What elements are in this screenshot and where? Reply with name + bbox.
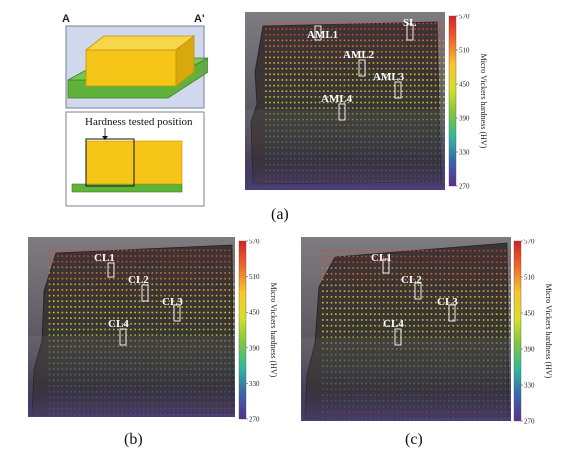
tested-region-box xyxy=(85,138,135,187)
colorbar-tick: 390 xyxy=(459,115,470,123)
colorbar-tick: 330 xyxy=(524,382,535,390)
point-marker-aml4 xyxy=(338,103,346,121)
point-label-cl4: CL4 xyxy=(383,318,404,330)
point-label-sl: SL xyxy=(403,17,416,29)
point-marker-cl1 xyxy=(107,262,115,278)
colorbar-title: Micro Vickers hardness (HV) xyxy=(269,283,278,378)
point-label-aml3: AML3 xyxy=(373,71,405,83)
corner-label-a-prime: A' xyxy=(194,13,205,25)
colorbar-tick: 570 xyxy=(249,239,260,246)
point-label-aml4: AML4 xyxy=(321,93,353,105)
point-marker-cl4 xyxy=(394,328,402,346)
colorbar-tick: 450 xyxy=(249,309,260,317)
colorbar-b: 570 510 450 390 330 270 Micro Vickers hardness… xyxy=(238,239,278,424)
point-marker-cl3 xyxy=(448,304,456,322)
panel-label-a: (a) xyxy=(271,206,289,223)
point-label-cl1: CL1 xyxy=(94,252,115,264)
colorbar-tick: 510 xyxy=(459,47,470,55)
point-label-cl2: CL2 xyxy=(401,274,422,286)
panel-label-b: (b) xyxy=(124,431,143,448)
schematic-diagram: A A' Hardness tested position xyxy=(62,13,208,207)
colorbar-tick: 450 xyxy=(459,81,470,89)
colorbar-gradient xyxy=(448,15,457,187)
colorbar-tick: 450 xyxy=(524,310,535,318)
colorbar-title: Micro Vickers hardness (HV) xyxy=(544,284,553,379)
hardness-position-caption: Hardness tested position xyxy=(85,116,193,128)
point-label-cl1: CL1 xyxy=(371,252,392,264)
point-marker-cl2 xyxy=(414,282,422,300)
hardness-map-c: CL1 CL2 CL3 CL4 xyxy=(301,237,511,421)
deposit-block-top xyxy=(84,35,196,51)
point-marker-cl2 xyxy=(141,284,149,302)
colorbar-tick: 510 xyxy=(249,273,260,281)
hardness-map-a: AML1 SL AML2 AML3 AML4 xyxy=(245,12,445,190)
corner-label-a: A xyxy=(62,13,70,25)
colorbar-tick: 330 xyxy=(249,380,260,388)
colorbar-tick: 270 xyxy=(524,418,535,426)
colorbar-tick: 510 xyxy=(524,274,535,282)
deposit-block-front xyxy=(85,49,177,87)
point-marker-sl xyxy=(406,23,414,41)
point-label-aml2: AML2 xyxy=(343,49,375,61)
colorbar-title: Micro Vickers hardness (HV) xyxy=(479,54,488,149)
hardness-map-b: CL1 CL2 CL3 CL4 xyxy=(28,237,235,417)
panel-label-c: (c) xyxy=(405,431,423,448)
colorbar-tick: 390 xyxy=(249,344,260,352)
colorbar-tick: 270 xyxy=(459,183,470,191)
colorbar-tick: 330 xyxy=(459,149,470,157)
colorbar-gradient xyxy=(238,240,247,420)
colorbar-c: 570 510 450 390 330 270 Micro Vickers hardness… xyxy=(513,239,553,426)
point-marker-cl1 xyxy=(382,258,390,274)
point-label-cl3: CL3 xyxy=(162,296,183,308)
colorbar-a: 570 510 450 390 330 270 Micro Vickers hardness… xyxy=(448,14,488,191)
colorbar-tick: 390 xyxy=(524,346,535,354)
point-marker-cl3 xyxy=(173,304,181,322)
point-label-cl4: CL4 xyxy=(108,318,129,330)
colorbar-tick: 270 xyxy=(249,416,260,424)
cross-section-plate xyxy=(71,183,183,193)
point-marker-aml3 xyxy=(394,81,402,99)
point-label-cl3: CL3 xyxy=(437,296,458,308)
point-label-aml1: AML1 xyxy=(307,29,338,41)
point-label-cl2: CL2 xyxy=(128,274,149,286)
colorbar-gradient xyxy=(513,240,522,422)
point-marker-cl4 xyxy=(119,328,127,346)
colorbar-tick: 570 xyxy=(459,14,470,21)
deposit-block-side xyxy=(175,35,195,87)
point-marker-aml2 xyxy=(358,59,366,77)
colorbar-tick: 570 xyxy=(524,239,535,246)
point-marker-aml1 xyxy=(314,25,322,41)
